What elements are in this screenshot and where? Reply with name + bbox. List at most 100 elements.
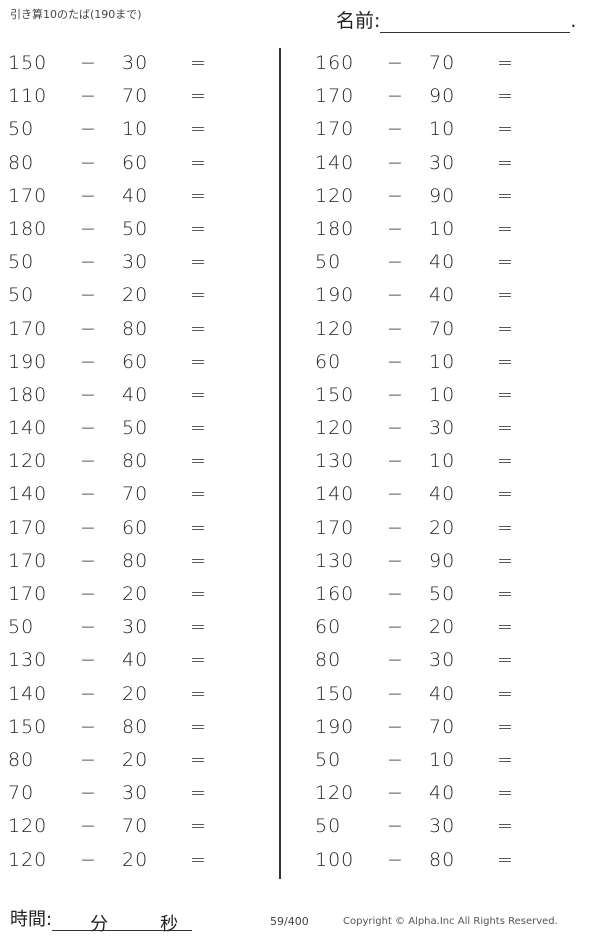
minus-sign: − <box>80 549 97 572</box>
minus-sign: − <box>387 848 404 871</box>
subtrahend: 10 <box>122 118 149 141</box>
minuend: 50 <box>315 748 342 771</box>
equals-sign: = <box>497 583 514 605</box>
minuend: 150 <box>315 682 355 705</box>
equals-sign: = <box>190 583 207 605</box>
minuend: 80 <box>8 748 35 771</box>
subtrahend: 30 <box>122 251 149 274</box>
copyright: Copyright © Alpha.Inc All Rights Reserve… <box>343 916 558 927</box>
minus-sign: − <box>387 251 404 274</box>
equals-sign: = <box>497 417 514 440</box>
minus-sign: − <box>387 317 404 340</box>
minus-sign: − <box>80 583 97 605</box>
equals-sign: = <box>190 649 207 672</box>
minus-sign: − <box>80 284 97 307</box>
subtrahend: 50 <box>429 583 456 605</box>
minus-sign: − <box>80 118 97 141</box>
minus-sign: − <box>80 383 97 406</box>
minuend: 160 <box>315 52 355 74</box>
minuend: 140 <box>8 483 48 506</box>
subtrahend: 50 <box>122 217 149 240</box>
minus-sign: − <box>387 616 404 639</box>
subtrahend: 70 <box>122 483 149 506</box>
equals-sign: = <box>497 715 514 738</box>
minus-sign: − <box>387 151 404 174</box>
minuend: 120 <box>315 782 355 805</box>
minuend: 170 <box>315 85 355 108</box>
equals-sign: = <box>497 217 514 240</box>
minuend: 140 <box>8 682 48 705</box>
subtrahend: 40 <box>122 184 149 207</box>
equals-sign: = <box>190 251 207 274</box>
subtrahend: 70 <box>122 85 149 108</box>
minutes-label: 分 <box>90 914 109 935</box>
subtrahend: 60 <box>122 516 149 539</box>
minuend: 130 <box>315 549 355 572</box>
equals-sign: = <box>497 782 514 805</box>
minuend: 120 <box>8 450 48 473</box>
equals-sign: = <box>190 848 207 871</box>
name-field: 名前:. <box>336 6 576 33</box>
time-label: 時間: <box>10 909 53 930</box>
equals-sign: = <box>190 284 207 307</box>
minus-sign: − <box>80 85 97 108</box>
minus-sign: − <box>387 715 404 738</box>
equals-sign: = <box>497 450 514 473</box>
minus-sign: − <box>387 52 404 74</box>
equals-sign: = <box>190 317 207 340</box>
subtrahend: 60 <box>122 350 149 373</box>
subtrahend: 20 <box>429 516 456 539</box>
minuend: 170 <box>315 118 355 141</box>
subtrahend: 30 <box>122 782 149 805</box>
minus-sign: − <box>387 450 404 473</box>
equals-sign: = <box>497 815 514 838</box>
minuend: 180 <box>8 217 48 240</box>
subtrahend: 40 <box>429 251 456 274</box>
name-label: 名前: <box>336 10 381 32</box>
minuend: 160 <box>315 583 355 605</box>
equals-sign: = <box>497 151 514 174</box>
minuend: 150 <box>8 715 48 738</box>
minus-sign: − <box>387 815 404 838</box>
subtrahend: 30 <box>429 151 456 174</box>
minuend: 100 <box>315 848 355 871</box>
subtrahend: 20 <box>122 748 149 771</box>
minuend: 120 <box>8 848 48 871</box>
subtrahend: 80 <box>122 317 149 340</box>
subtrahend: 30 <box>122 52 149 74</box>
minus-sign: − <box>387 583 404 605</box>
minus-sign: − <box>387 217 404 240</box>
minuend: 190 <box>315 284 355 307</box>
minus-sign: − <box>387 417 404 440</box>
subtrahend: 70 <box>429 715 456 738</box>
subtrahend: 90 <box>429 85 456 108</box>
minus-sign: − <box>80 748 97 771</box>
minus-sign: − <box>80 649 97 672</box>
minuend: 180 <box>315 217 355 240</box>
subtrahend: 10 <box>429 350 456 373</box>
equals-sign: = <box>190 417 207 440</box>
subtrahend: 70 <box>429 52 456 74</box>
subtrahend: 10 <box>429 118 456 141</box>
minus-sign: − <box>80 350 97 373</box>
minus-sign: − <box>80 217 97 240</box>
minus-sign: − <box>387 682 404 705</box>
subtrahend: 10 <box>429 748 456 771</box>
minuend: 170 <box>8 549 48 572</box>
equals-sign: = <box>497 284 514 307</box>
minus-sign: − <box>80 483 97 506</box>
subtrahend: 40 <box>122 383 149 406</box>
minus-sign: − <box>80 848 97 871</box>
equals-sign: = <box>497 350 514 373</box>
subtrahend: 20 <box>122 682 149 705</box>
minuend: 60 <box>315 350 342 373</box>
minuend: 170 <box>8 184 48 207</box>
minuend: 150 <box>8 52 48 74</box>
minuend: 60 <box>315 616 342 639</box>
equals-sign: = <box>497 483 514 506</box>
equals-sign: = <box>497 549 514 572</box>
minus-sign: − <box>387 184 404 207</box>
minus-sign: − <box>80 682 97 705</box>
subtrahend: 40 <box>122 649 149 672</box>
minus-sign: − <box>80 251 97 274</box>
